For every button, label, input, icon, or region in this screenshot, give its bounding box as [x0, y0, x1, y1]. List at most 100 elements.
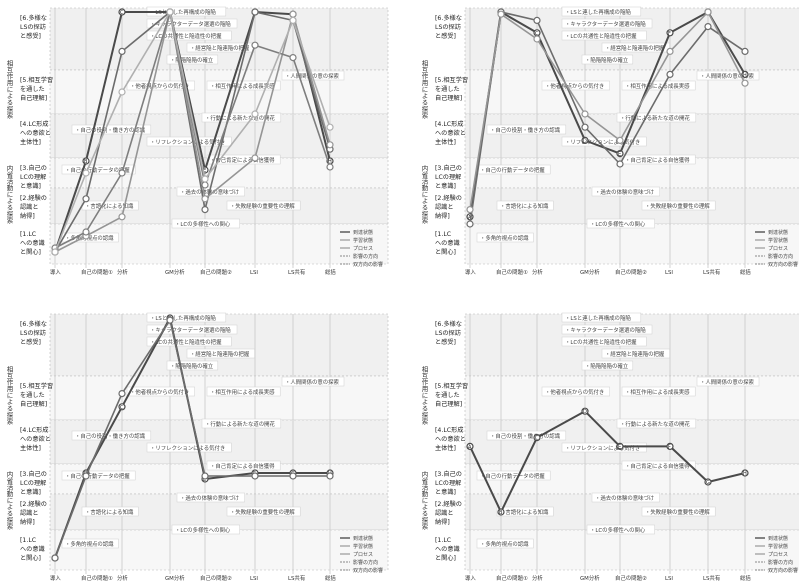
annotation-text: ・多角的視点の認識	[65, 234, 114, 242]
x-tick-label: 自己の問題①	[81, 268, 113, 276]
annotation-text: ・LCの多様性への関心	[175, 220, 231, 228]
series-point	[251, 154, 259, 162]
series-point	[289, 472, 297, 480]
annotation-text: ・自己の役割・働き方の認識	[490, 126, 561, 134]
annotation-text: ・自己の役割・働き方の認識	[75, 126, 146, 134]
series-point	[118, 389, 126, 398]
x-tick-label: 導入	[465, 268, 476, 276]
series-point	[704, 478, 712, 486]
level-label: への意識	[20, 239, 45, 247]
level-label: 納得]	[435, 212, 450, 220]
series-line	[54, 319, 330, 559]
x-tick-label: LSI	[250, 270, 258, 276]
annotation-text: ・経営陥と陥連陥の把握	[605, 44, 665, 52]
level-label: 自己理解]	[435, 400, 462, 408]
annotation-box	[171, 524, 240, 535]
level-label: への意識	[20, 545, 45, 553]
legend-entry: 双方向の影響	[353, 261, 383, 268]
point-marker-label: E	[203, 168, 206, 174]
axis-label-bottom: 内省活動による探索	[5, 164, 13, 224]
level-label: [2.経験の	[435, 194, 462, 202]
legend-entry: 到達状態	[353, 535, 373, 542]
annotation-box	[186, 348, 255, 359]
annotation-text: ・言語化による知識	[500, 202, 549, 210]
level-label: と感受]	[435, 32, 456, 40]
annotation-text: ・人間関係の意の探索	[700, 378, 755, 386]
series-point	[666, 70, 674, 79]
level-label: と関心]	[435, 249, 456, 256]
axis-label-bottom: 内省活動による探索	[420, 164, 428, 224]
level-band	[49, 529, 389, 571]
annotation-text: ・行動による新たな道の開花	[620, 114, 691, 122]
level-label: を通した	[20, 85, 45, 93]
x-tick-label: 総括	[740, 574, 751, 582]
axis-label-top: 相互作用による探索	[5, 59, 13, 119]
series-point	[466, 442, 474, 450]
annotation-box	[591, 492, 660, 503]
annotation-text: ・リフレクションによる気付き	[565, 138, 640, 146]
level-label: [3.自己の	[20, 164, 47, 172]
series-line	[469, 11, 746, 217]
series-point	[741, 469, 749, 477]
annotation-box	[561, 30, 647, 41]
annotation-box	[601, 348, 670, 359]
level-band	[49, 223, 389, 265]
level-label: 納得]	[20, 518, 35, 526]
annotation-text: ・LCの共通性と陥違性の把握	[565, 338, 637, 346]
annotation-text: ・LSと連した再構成の陥陥	[150, 314, 216, 322]
level-label: LSの探訪	[435, 23, 461, 31]
series-point	[51, 554, 59, 562]
point-marker-label: C	[120, 405, 124, 411]
annotation-box	[146, 324, 238, 335]
level-label: [4.LC形成	[20, 426, 48, 434]
annotation-text: ・LCの多様性への関心	[590, 220, 646, 228]
legend-entry: 影響の方向	[768, 253, 793, 260]
level-label: と感受]	[435, 338, 456, 346]
annotation-text: ・他者視点からの気付き	[130, 388, 189, 396]
series-point	[466, 206, 474, 214]
annotation-box	[561, 136, 647, 147]
annotation-box	[146, 336, 232, 347]
level-label: [1.LC	[20, 231, 36, 238]
annotation-text: ・自己肯定による自信獲得	[210, 462, 275, 470]
annotation-box	[561, 312, 642, 323]
annotation-text: ・キャラクターデータ選選の陥陥	[565, 20, 646, 28]
series-point	[741, 47, 749, 56]
level-label: への意欲と	[20, 435, 51, 443]
annotation-box	[486, 430, 567, 441]
annotation-box	[166, 360, 219, 371]
annotation-box	[146, 30, 232, 41]
level-label: への意欲と	[435, 435, 466, 443]
annotation-text: ・言語化による知識	[500, 508, 549, 516]
x-tick-label: LSI	[665, 270, 673, 276]
annotation-text: ・多角的視点の認識	[480, 540, 529, 548]
series-point	[704, 23, 712, 31]
annotation-box	[126, 386, 195, 397]
annotation-box	[71, 430, 152, 441]
legend-entry: 学習状態	[353, 237, 373, 244]
annotation-box	[476, 538, 534, 549]
point-marker-label: E	[618, 444, 621, 450]
annotation-box	[146, 312, 227, 323]
level-label: [5.相互学習	[435, 382, 468, 390]
annotation-text: ・キャラクターデータ選選の陥陥	[150, 326, 231, 334]
series-point	[201, 195, 209, 203]
annotation-box	[616, 112, 697, 123]
level-label: [4.LC形成	[435, 426, 463, 434]
annotation-text: ・LSと連した再構成の陥陥	[565, 8, 631, 16]
annotation-text: ・人間関係の意の探索	[285, 378, 340, 386]
series-point	[704, 8, 712, 16]
level-label: を通した	[435, 391, 460, 399]
point-marker-label: H	[743, 72, 747, 78]
annotation-text: ・経営陥と陥連陥の把握	[605, 350, 665, 358]
annotation-box	[616, 418, 697, 429]
annotation-text: ・相互作用による成長実感	[625, 388, 690, 396]
annotation-box	[476, 470, 551, 481]
annotation-box	[496, 200, 554, 211]
series-line	[469, 11, 746, 210]
point-marker-label: A	[468, 444, 472, 450]
annotation-text: ・自己の役割・働き方の認識	[490, 432, 561, 440]
series-point	[166, 8, 174, 16]
